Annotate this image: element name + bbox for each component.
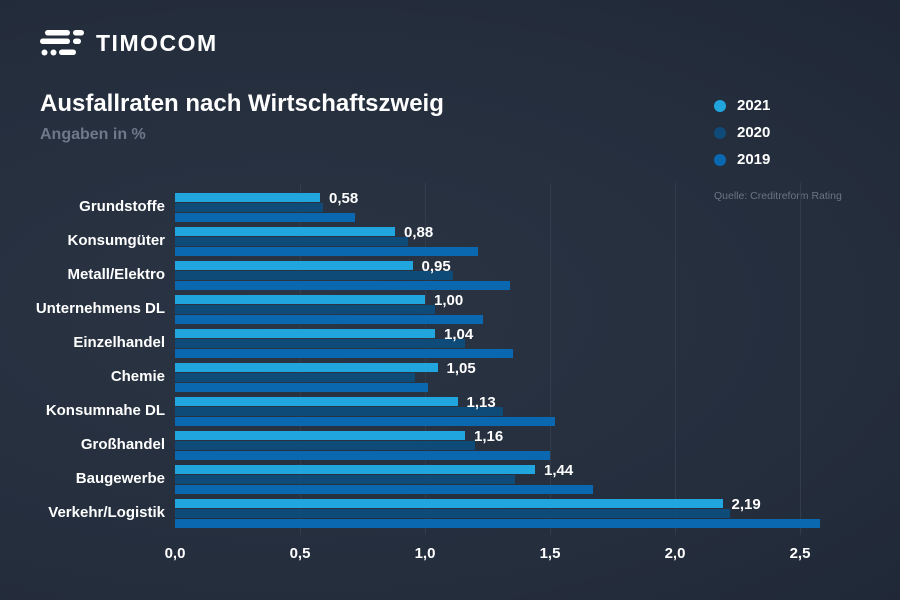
bar-2019 (175, 519, 820, 528)
bar-2020 (175, 509, 730, 518)
bar-2019 (175, 281, 510, 290)
x-axis-tick: 1,0 (414, 545, 436, 562)
x-axis-tick: 0,5 (289, 545, 311, 562)
gridline-1.5 (550, 183, 551, 535)
category-label: Großhandel (80, 436, 165, 453)
gridline-2.5 (800, 183, 801, 535)
bar-2019 (175, 213, 355, 222)
bar-chart: Grundstoffe 0,58 Konsumgüter 0,88 Metall/Ele… (0, 183, 900, 562)
gridline-0.5 (300, 183, 301, 535)
bar-2019 (175, 417, 555, 426)
category-label: Verkehr/Logistik (48, 504, 165, 521)
bar-2020 (175, 475, 515, 484)
category-label: Konsumnahe DL (45, 402, 165, 419)
source-note: Quelle: Creditreform Rating (714, 190, 842, 202)
x-axis-tick: 0,0 (164, 545, 186, 562)
bar-2020 (175, 339, 465, 348)
legend-label: 2020 (737, 124, 771, 141)
bar-2019 (175, 485, 593, 494)
bar-2021 (175, 397, 458, 406)
gridline-1 (425, 183, 426, 535)
bar-2020 (175, 203, 323, 212)
bar-2021 (175, 431, 465, 440)
value-label: 0,88 (404, 224, 434, 241)
bar-2020 (175, 373, 415, 382)
legend-label: 2021 (737, 97, 771, 114)
bar-2020 (175, 237, 408, 246)
bar-2021 (175, 499, 723, 508)
bar-2020 (175, 271, 453, 280)
value-label: 1,44 (544, 462, 574, 479)
bar-2019 (175, 247, 478, 256)
value-label: 0,58 (329, 190, 359, 207)
value-label: 2,19 (731, 496, 761, 513)
bar-2021 (175, 465, 535, 474)
category-label: Grundstoffe (79, 198, 165, 215)
bar-2019 (175, 315, 483, 324)
value-label: 0,95 (421, 258, 451, 275)
bar-2021 (175, 193, 320, 202)
category-label: Baugewerbe (75, 470, 165, 487)
bar-2021 (175, 295, 425, 304)
page-title: Ausfallraten nach Wirtschaftszweig (40, 90, 444, 117)
category-label: Einzelhandel (73, 334, 165, 351)
category-label: Unternehmens DL (35, 300, 165, 317)
timocom-logo: TIMOCOM (38, 30, 218, 57)
bar-2021 (175, 227, 395, 236)
legend-item-2021: 2021 (714, 92, 770, 119)
chart-legend: 2021 2020 2019 (714, 92, 770, 173)
category-label: Konsumgüter (67, 232, 166, 249)
legend-item-2020: 2020 (714, 119, 770, 146)
brand-wordmark: TIMOCOM (96, 30, 218, 56)
legend-dot-icon (714, 153, 726, 166)
x-axis-tick: 2,5 (789, 545, 811, 562)
value-label: 1,13 (466, 394, 496, 411)
legend-dot-icon (714, 126, 726, 139)
x-axis-tick: 2,0 (664, 545, 686, 562)
legend-label: 2019 (737, 151, 771, 168)
category-label: Metall/Elektro (67, 266, 165, 283)
value-label: 1,04 (444, 326, 474, 343)
category-label: Chemie (110, 368, 165, 385)
bar-2021 (175, 363, 438, 372)
x-axis-tick: 1,5 (539, 545, 561, 562)
gridline-2 (675, 183, 676, 535)
bar-2019 (175, 451, 550, 460)
bar-2020 (175, 305, 435, 314)
value-label: 1,05 (446, 360, 476, 377)
bar-2019 (175, 383, 428, 392)
value-label: 1,00 (434, 292, 464, 309)
page-subtitle: Angaben in % (40, 126, 146, 143)
legend-dot-icon (714, 99, 726, 112)
bar-2019 (175, 349, 513, 358)
value-label: 1,16 (474, 428, 504, 445)
bar-2021 (175, 329, 435, 338)
timocom-truck-icon (38, 30, 84, 57)
bar-2020 (175, 441, 475, 450)
bar-2020 (175, 407, 503, 416)
legend-item-2019: 2019 (714, 146, 770, 173)
bar-2021 (175, 261, 413, 270)
